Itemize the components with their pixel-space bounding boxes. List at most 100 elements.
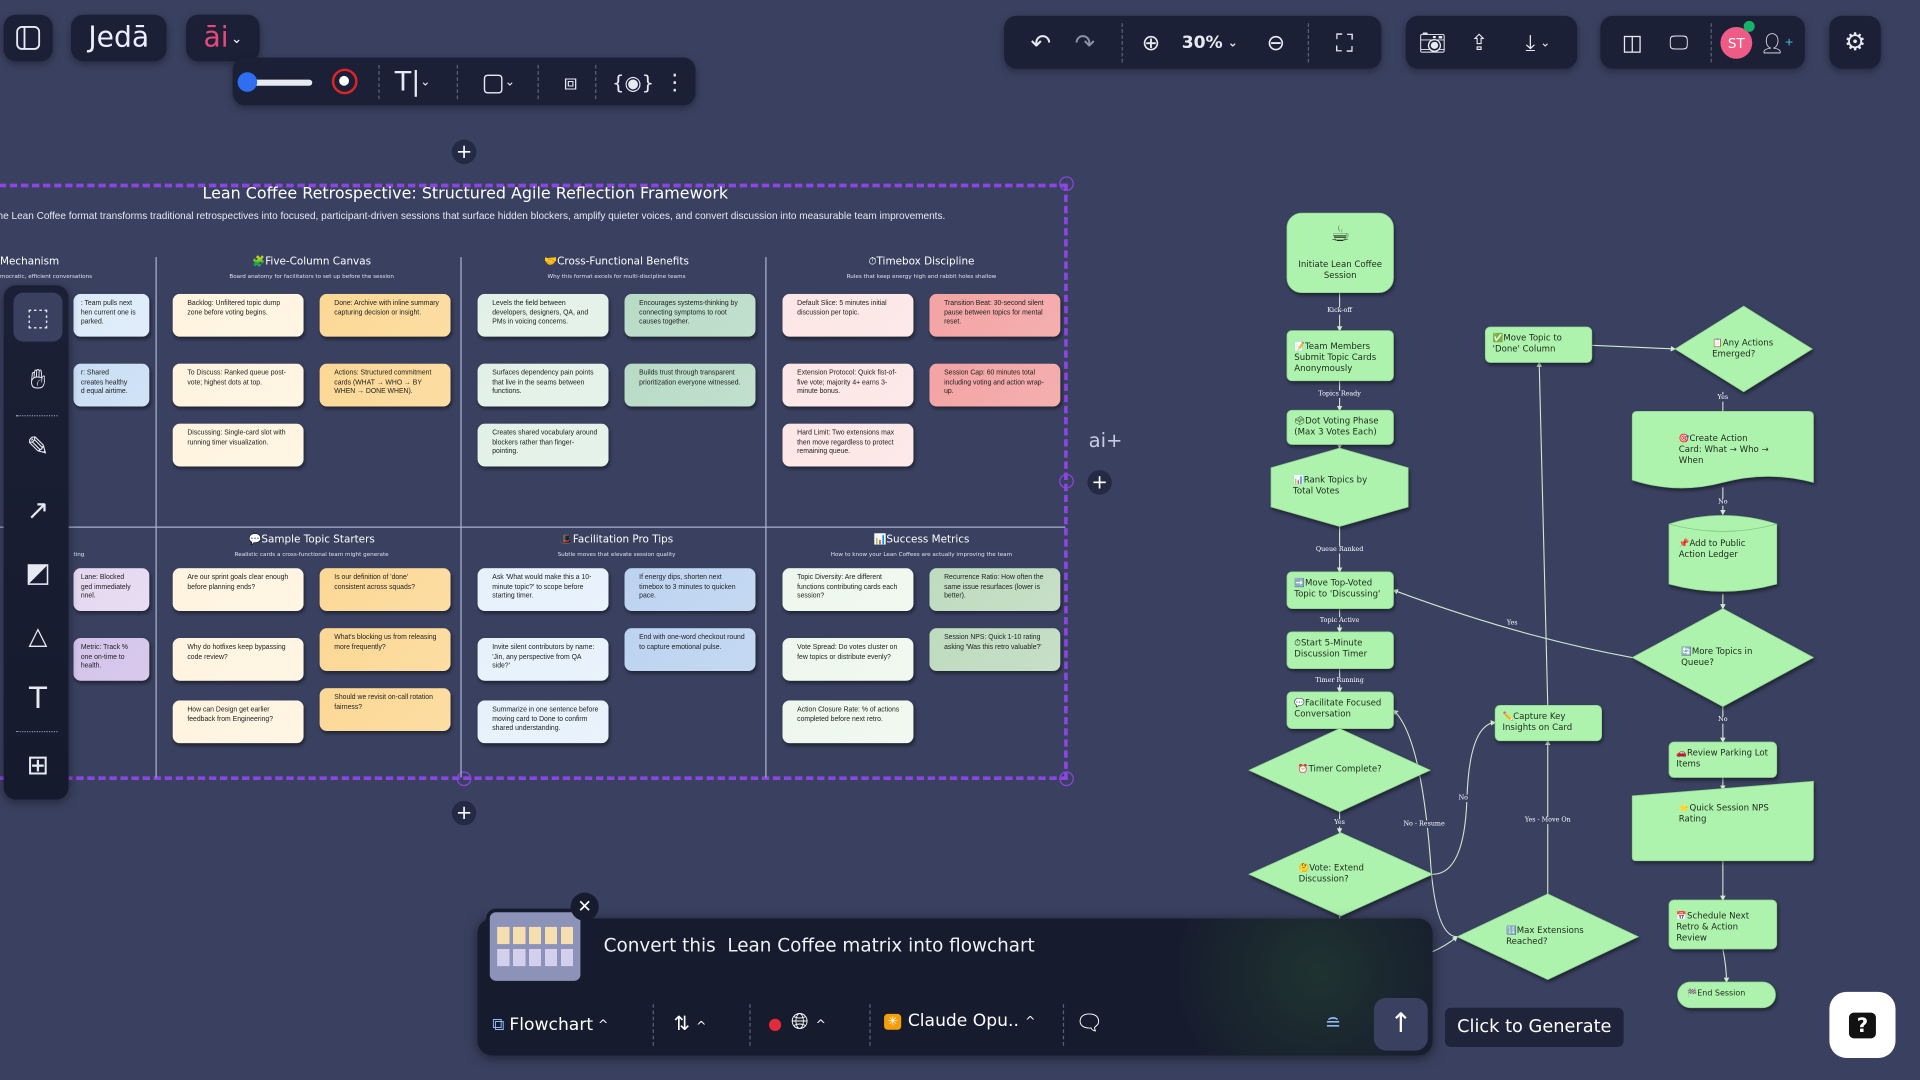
flow-node-timer[interactable]: ⏰Timer Complete?: [1248, 728, 1432, 813]
avatar[interactable]: ST: [1720, 26, 1753, 59]
zoom-out-icon[interactable]: ⊖: [1266, 30, 1286, 56]
pen-tool[interactable]: ✎: [13, 422, 62, 471]
flow-node-maxext[interactable]: 🔢Max Extensions Reached?: [1456, 893, 1640, 980]
add-above-button[interactable]: +: [451, 139, 477, 165]
resize-handle[interactable]: [1059, 473, 1074, 489]
prompt-input[interactable]: Convert this Lean Coffee matrix into flo…: [603, 934, 1035, 957]
slider-handle[interactable]: [237, 72, 258, 92]
logo[interactable]: Jedā: [71, 14, 167, 62]
flow-node-movetop[interactable]: ➡️Move Top-Voted Topic to 'Discussing': [1286, 571, 1394, 609]
sticky-card[interactable]: Actions: Structured commitment cards (WH…: [320, 364, 451, 407]
sticky-card[interactable]: Hard Limit: Two extensions max then move…: [782, 424, 913, 467]
fullscreen-icon[interactable]: ⛶: [1335, 28, 1354, 58]
sticky-card[interactable]: r: Shared creates healthy d equal airtim…: [73, 364, 149, 407]
apps-tool[interactable]: ⊞: [13, 741, 62, 790]
flow-node-capture[interactable]: ✏️Capture Key Insights on Card: [1494, 704, 1603, 742]
stroke-slider[interactable]: [247, 79, 313, 86]
resize-handle[interactable]: [456, 771, 472, 787]
shapes-tool[interactable]: △: [13, 611, 62, 660]
select-tool[interactable]: ⬚: [13, 292, 63, 342]
sticky-card[interactable]: If energy dips, shorten next timebox to …: [624, 568, 755, 611]
flow-node-init[interactable]: ☕ Initiate Lean Coffee Session: [1286, 212, 1394, 294]
flow-node-create[interactable]: 🎯Create Action Card: What → Who → When: [1631, 411, 1814, 489]
ai-plus-button[interactable]: ai+: [1088, 428, 1123, 452]
upload-icon[interactable]: ⇪: [1469, 30, 1489, 56]
present-icon[interactable]: 🖵: [1669, 30, 1689, 54]
sticky-card[interactable]: Should we revisit on-call rotation fairn…: [320, 688, 451, 731]
direction-dropdown[interactable]: ⇅ ^: [673, 1011, 706, 1034]
add-below-button[interactable]: +: [451, 800, 477, 826]
sticky-card[interactable]: Is our definition of 'done' consistent a…: [320, 568, 451, 611]
sticky-card[interactable]: End with one-word checkout round to capt…: [624, 628, 755, 671]
add-user-icon[interactable]: 👤︎ +: [1759, 31, 1794, 55]
model-dropdown[interactable]: ✳ Claude Opu.. ^: [884, 1011, 1035, 1031]
sticky-card[interactable]: Summarize in one sentence before moving …: [478, 700, 609, 743]
sticky-card[interactable]: Why do hotfixes keep bypassing code revi…: [173, 638, 304, 681]
flow-node-facil[interactable]: 💬Facilitate Focused Conversation: [1286, 691, 1394, 729]
flow-node-more[interactable]: 🔄More Topics in Queue?: [1631, 608, 1815, 707]
sticky-card[interactable]: What's blocking us from releasing more f…: [320, 628, 451, 671]
sidebar-toggle-button[interactable]: [3, 14, 53, 62]
flow-node-start[interactable]: ⏱Start 5-Minute Discussion Timer: [1286, 631, 1394, 669]
image-tool[interactable]: ◩: [13, 549, 62, 598]
generate-button[interactable]: ↑: [1373, 997, 1428, 1051]
text-tool[interactable]: T: [13, 673, 62, 722]
zoom-level-dropdown[interactable]: 30% ⌄: [1176, 26, 1245, 60]
sticky-card[interactable]: How can Design get earlier feedback from…: [173, 700, 304, 743]
sticky-card[interactable]: Levels the field between developers, des…: [478, 294, 609, 337]
sticky-card[interactable]: Vote Spread: Do votes cluster on few top…: [782, 638, 913, 681]
flow-node-ledger[interactable]: 📌Add to Public Action Ledger: [1668, 514, 1778, 594]
record-button[interactable]: [331, 68, 358, 95]
flow-node-rank[interactable]: 📊Rank Topics by Total Votes: [1270, 447, 1409, 527]
sticky-card[interactable]: Metric: Track % one on-time to health.: [73, 638, 149, 681]
sticky-card[interactable]: To Discuss: Ranked queue post-vote; high…: [173, 364, 304, 407]
resize-handle[interactable]: [1059, 771, 1074, 787]
sticky-card[interactable]: Default Slice: 5 minutes initial discuss…: [782, 294, 913, 337]
more-icon[interactable]: ⋮: [663, 69, 686, 95]
sticky-card[interactable]: Done: Archive with inline summary captur…: [320, 294, 451, 337]
visibility-icon[interactable]: {◉}: [612, 70, 655, 94]
flow-node-nps[interactable]: ⭐Quick Session NPS Rating: [1631, 780, 1814, 862]
sticky-card[interactable]: Session Cap: 60 minutes total including …: [929, 364, 1060, 407]
redo-icon[interactable]: ↷: [1074, 28, 1096, 58]
diagram-type-dropdown[interactable]: ⧉ Flowchart ^: [492, 1011, 608, 1038]
flow-node-any[interactable]: 📋Any Actions Emerged?: [1674, 305, 1813, 393]
sticky-card[interactable]: Encourages systems-thinking by connectin…: [624, 294, 755, 337]
shape-style-button[interactable]: ▢ ⌄: [470, 64, 526, 101]
sticky-card[interactable]: : Team pulls next hen current one is par…: [73, 294, 149, 337]
sticky-card[interactable]: Are our sprint goals clear enough before…: [173, 568, 304, 611]
web-search-dropdown[interactable]: 🌐︎ ^: [791, 1009, 826, 1035]
arrow-tool[interactable]: ↗: [13, 486, 62, 535]
sticky-card[interactable]: Surfaces dependency pain points that liv…: [478, 364, 609, 407]
sticky-card[interactable]: Builds trust through transparent priorit…: [624, 364, 755, 407]
ai-menu-button[interactable]: āi ⌄: [186, 14, 260, 62]
layout-icon[interactable]: ◫: [1621, 30, 1643, 56]
text-tool-button[interactable]: T| ⌄: [384, 64, 440, 101]
flow-node-dot[interactable]: 🗳Dot Voting Phase (Max 3 Votes Each): [1286, 409, 1394, 445]
hand-tool[interactable]: ✋︎: [13, 355, 62, 404]
resize-handle[interactable]: [1059, 176, 1074, 192]
sticky-card[interactable]: Backlog: Unfiltered topic dump zone befo…: [173, 294, 304, 337]
settings-button[interactable]: ⚙: [1829, 15, 1881, 69]
download-icon[interactable]: ⤓ ⌄: [1525, 30, 1551, 56]
flow-node-end[interactable]: 🏁End Session: [1677, 981, 1776, 1009]
sticky-card[interactable]: Action Closure Rate: % of actions comple…: [782, 700, 913, 743]
flow-node-vote[interactable]: 🤔Vote: Extend Discussion?: [1248, 832, 1434, 917]
help-button[interactable]: ?: [1829, 991, 1896, 1058]
sticky-card[interactable]: Topic Diversity: Are different functions…: [782, 568, 913, 611]
sticky-card[interactable]: Ask 'What would make this a 10-minute to…: [478, 568, 609, 611]
attachment-thumbnail[interactable]: [486, 908, 585, 985]
add-right-button[interactable]: +: [1087, 470, 1112, 495]
sticky-card[interactable]: Transition Beat: 30-second silent pause …: [929, 294, 1060, 337]
sticky-card[interactable]: Session NPS: Quick 1-10 rating asking 'W…: [929, 628, 1060, 671]
zoom-in-icon[interactable]: ⊕: [1141, 30, 1161, 56]
flow-node-team[interactable]: 📝Team Members Submit Topic Cards Anonymo…: [1286, 330, 1394, 382]
remove-attachment-button[interactable]: ✕: [570, 892, 599, 921]
flow-node-parking[interactable]: 🚗Review Parking Lot Items: [1668, 741, 1778, 778]
sticky-card[interactable]: Extension Protocol: Quick fist-of-five v…: [782, 364, 913, 407]
sticky-card[interactable]: Creates shared vocabulary around blocker…: [478, 424, 609, 467]
chat-icon[interactable]: 🗨︎: [1075, 1010, 1104, 1036]
frame-select-icon[interactable]: ⧈: [563, 69, 578, 95]
flow-node-done[interactable]: ✅Move Topic to 'Done' Column: [1484, 326, 1593, 363]
